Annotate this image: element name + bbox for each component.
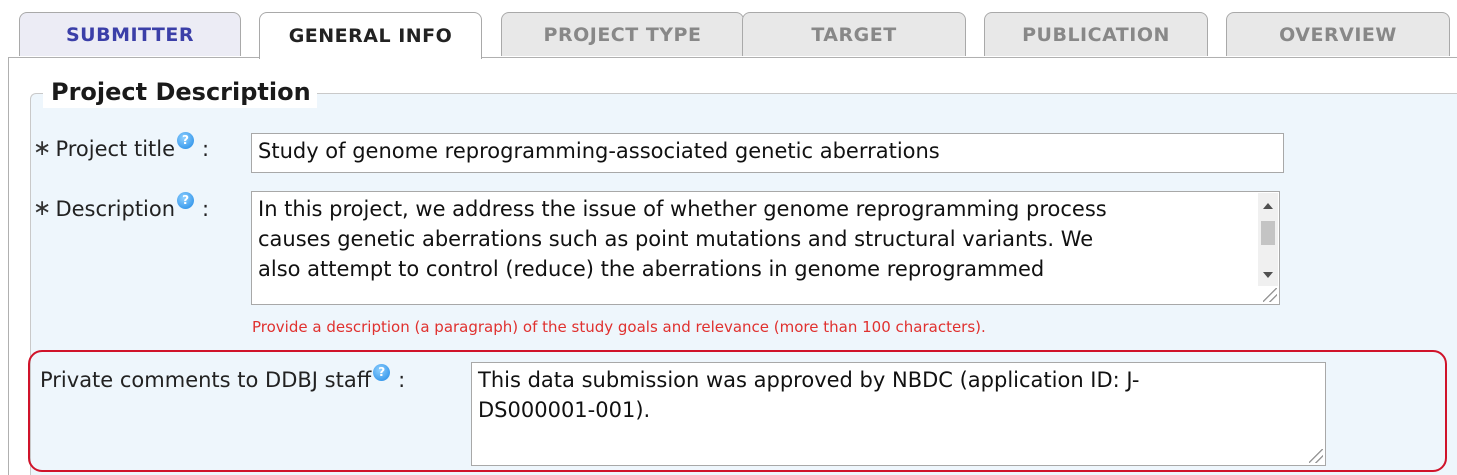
tab-target[interactable]: TARGET: [742, 12, 966, 56]
scrollbar-thumb[interactable]: [1261, 221, 1275, 245]
private-comments-label-group: Private comments to DDBJ staff ? :: [40, 363, 406, 392]
tab-publication[interactable]: PUBLICATION: [984, 12, 1208, 56]
description-line: also attempt to control (reduce) the abe…: [258, 257, 1045, 281]
description-line: causes genetic aberrations such as point…: [258, 227, 1094, 251]
tab-bar: SUBMITTER GENERAL INFO PROJECT TYPE TARG…: [19, 12, 1457, 59]
project-title-label-group: ∗ Project title ? :: [33, 132, 210, 161]
private-comments-line: DS000001-001).: [478, 398, 651, 422]
question-circle-icon[interactable]: ?: [177, 192, 195, 209]
description-line: In this project, we address the issue of…: [258, 197, 1107, 221]
private-comments-label: Private comments to DDBJ staff: [40, 368, 372, 392]
private-comments-line: This data submission was approved by NBD…: [478, 368, 1140, 392]
label-colon: :: [202, 196, 210, 221]
resize-grip-icon[interactable]: [1309, 449, 1323, 463]
required-mark: ∗: [33, 136, 52, 161]
tab-general-info[interactable]: GENERAL INFO: [259, 12, 482, 59]
description-label: Description: [55, 196, 176, 221]
private-comments-textarea[interactable]: This data submission was approved by NBD…: [471, 362, 1326, 466]
private-comments-highlight: [28, 350, 1447, 472]
required-mark: ∗: [33, 196, 52, 221]
section-title: Project Description: [43, 76, 317, 108]
label-colon: :: [202, 136, 210, 161]
tab-overview[interactable]: OVERVIEW: [1226, 12, 1450, 56]
resize-grip-icon[interactable]: [1263, 288, 1277, 302]
description-hint: Provide a description (a paragraph) of t…: [252, 318, 986, 336]
tab-submitter[interactable]: SUBMITTER: [19, 12, 241, 56]
tab-project-type[interactable]: PROJECT TYPE: [501, 12, 744, 56]
question-circle-icon[interactable]: ?: [373, 363, 391, 381]
scroll-down-arrow-icon[interactable]: [1263, 272, 1273, 278]
description-textarea[interactable]: In this project, we address the issue of…: [251, 191, 1280, 305]
project-title-input[interactable]: Study of genome reprogramming-associated…: [251, 133, 1284, 173]
label-colon: :: [398, 368, 406, 392]
scroll-up-arrow-icon[interactable]: [1263, 203, 1273, 209]
project-title-label: Project title: [55, 136, 176, 161]
question-circle-icon[interactable]: ?: [177, 132, 195, 149]
description-label-group: ∗ Description ? :: [33, 192, 210, 221]
description-scrollbar[interactable]: [1258, 193, 1278, 286]
